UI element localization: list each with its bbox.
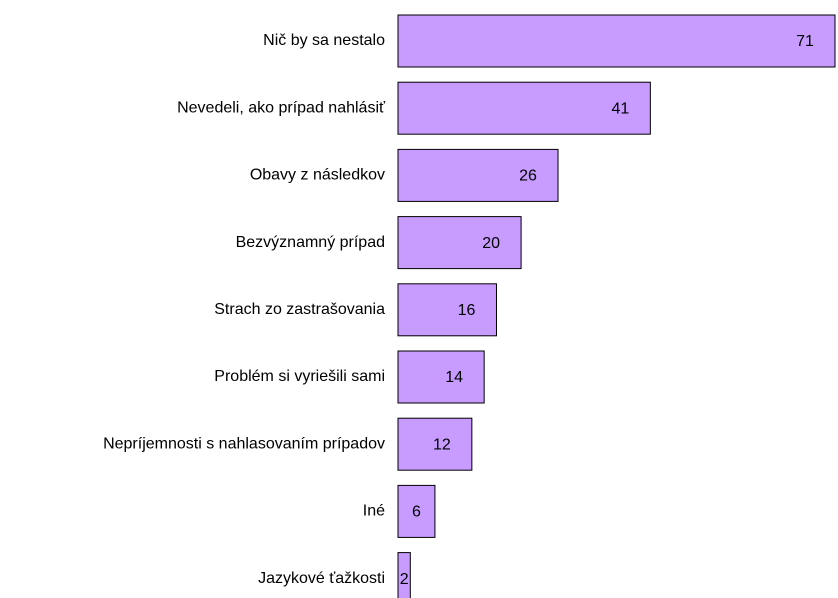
category-label: Nepríjemnosti s nahlasovaním prípadov bbox=[103, 435, 385, 452]
category-label: Jazykové ťažkosti bbox=[258, 570, 385, 587]
value-label: 20 bbox=[482, 235, 500, 252]
bar bbox=[397, 14, 836, 68]
value-label: 41 bbox=[611, 100, 629, 117]
value-label: 12 bbox=[433, 436, 451, 453]
category-label: Problém si vyriešili sami bbox=[214, 368, 385, 385]
bar bbox=[397, 417, 473, 471]
bar bbox=[397, 283, 497, 337]
value-label: 26 bbox=[519, 168, 537, 185]
bar bbox=[397, 350, 485, 404]
bar bbox=[397, 216, 522, 270]
value-label: 2 bbox=[400, 571, 409, 588]
category-label: Bezvýznamný prípad bbox=[236, 234, 385, 251]
bar bbox=[397, 148, 559, 202]
category-label: Nevedeli, ako prípad nahlásiť bbox=[177, 99, 386, 116]
category-label: Strach zo zastrašovania bbox=[214, 301, 385, 318]
bar bbox=[397, 552, 411, 598]
bar bbox=[397, 484, 436, 538]
category-label: Nič by sa nestalo bbox=[263, 32, 385, 49]
category-label: Iné bbox=[363, 503, 385, 520]
value-label: 16 bbox=[458, 302, 476, 319]
value-label: 6 bbox=[412, 504, 421, 521]
bar bbox=[397, 81, 651, 135]
value-label: 71 bbox=[796, 33, 814, 50]
category-label: Obavy z následkov bbox=[250, 167, 385, 184]
value-label: 14 bbox=[445, 369, 463, 386]
